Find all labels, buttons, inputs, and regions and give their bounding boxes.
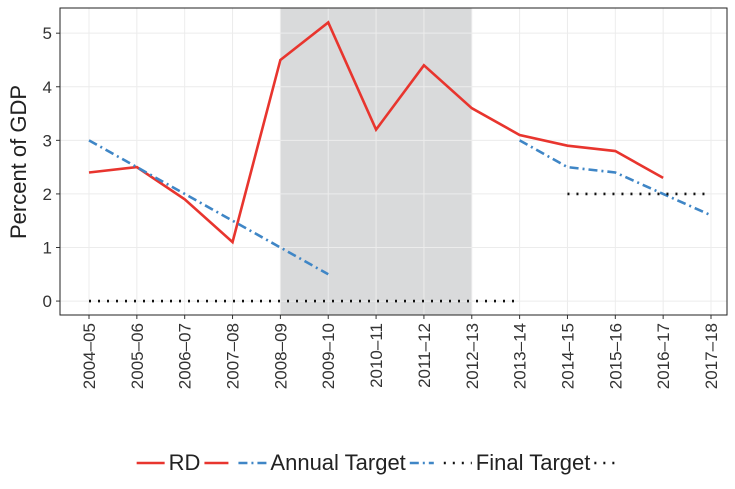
series-line — [88, 20, 664, 245]
y-tick-label: 5 — [43, 24, 52, 43]
plot-border — [59, 7, 728, 316]
y-tick-label: 4 — [43, 78, 52, 97]
x-tick-label: 2006–07 — [176, 323, 195, 389]
y-axis-label: Percent of GDP — [6, 85, 31, 239]
x-tick-label: 2012–13 — [463, 323, 482, 389]
x-tick-label: 2005–06 — [128, 323, 147, 389]
y-tick-label: 2 — [43, 185, 52, 204]
legend-label: Final Target — [476, 450, 591, 475]
y-tick-label: 0 — [43, 292, 52, 311]
x-tick-label: 2008–09 — [271, 323, 290, 389]
x-tick-label: 2009–10 — [319, 323, 338, 389]
x-tick-label: 2013–14 — [511, 323, 530, 389]
x-tick-label: 2014–15 — [558, 323, 577, 389]
x-tick-label: 2017–18 — [702, 323, 721, 389]
x-tick-label: 2007–08 — [224, 323, 243, 389]
y-tick-label: 1 — [43, 238, 52, 257]
series-line — [88, 139, 712, 276]
y-tick-label: 3 — [43, 131, 52, 150]
x-tick-label: 2010–11 — [367, 323, 386, 388]
x-tick-label: 2016–17 — [654, 323, 673, 389]
legend-label: RD — [169, 450, 201, 475]
legend-label: Annual Target — [270, 450, 405, 475]
x-tick-label: 2015–16 — [606, 323, 625, 389]
x-tick-label: 2004–05 — [80, 323, 99, 389]
legend: RD Annual Target Final Target — [136, 450, 619, 475]
x-tick-label: 2011–12 — [415, 323, 434, 388]
